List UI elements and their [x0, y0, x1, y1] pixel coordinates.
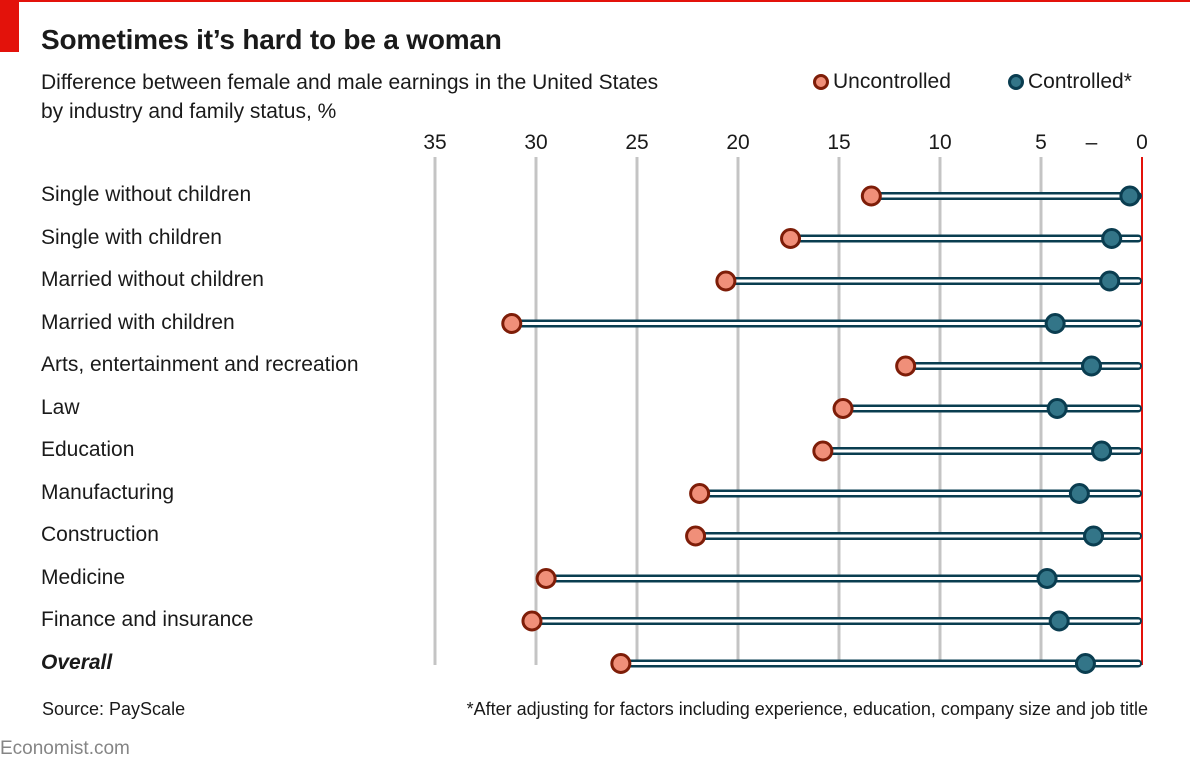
uncontrolled-point	[812, 440, 834, 462]
x-tick-label: 35	[423, 131, 446, 154]
legend-uncontrolled: Uncontrolled	[813, 68, 951, 96]
controlled-point	[1081, 355, 1102, 377]
x-tick-label: 25	[625, 131, 648, 154]
uncontrolled-point	[501, 313, 523, 334]
x-tick-label: 15	[827, 131, 850, 154]
brand-red-tab	[0, 0, 19, 52]
legend-uncontrolled-label: Uncontrolled	[833, 70, 951, 93]
controlled-point	[1083, 525, 1105, 547]
controlled-dot-icon	[1008, 74, 1024, 90]
range-bar-inner	[824, 449, 1140, 453]
x-tick-label: –	[1086, 131, 1098, 154]
range-bar-inner	[727, 279, 1140, 283]
controlled-point	[1068, 483, 1090, 504]
range-bar-inner	[845, 407, 1140, 410]
footnote: *After adjusting for factors including e…	[466, 699, 1148, 719]
x-tick-label: 5	[1035, 131, 1047, 154]
range-bar-inner	[792, 237, 1140, 240]
category-label: Single with children	[41, 225, 222, 249]
uncontrolled-point	[780, 228, 802, 249]
category-label: Married with children	[41, 310, 235, 334]
category-label: Single without children	[41, 183, 252, 206]
uncontrolled-point	[521, 610, 543, 632]
subtitle-line-1: Difference between female and male earni…	[41, 71, 659, 94]
legend-controlled: Controlled*	[1008, 68, 1132, 96]
range-bar-inner	[701, 492, 1140, 495]
uncontrolled-point	[860, 185, 882, 207]
controlled-point	[1101, 228, 1123, 249]
category-label: Overall	[41, 650, 113, 674]
x-tick-label: 10	[928, 131, 951, 154]
category-label: Finance and insurance	[41, 608, 254, 631]
range-bar-inner	[697, 534, 1140, 538]
category-label: Arts, entertainment and recreation	[41, 353, 359, 376]
uncontrolled-point	[689, 483, 711, 504]
legend-controlled-label: Controlled*	[1028, 70, 1132, 93]
range-bar-inner	[907, 364, 1140, 368]
uncontrolled-point	[535, 568, 557, 589]
controlled-point	[1048, 610, 1070, 632]
subtitle-line-2: by industry and family status, %	[41, 100, 337, 123]
category-label: Medicine	[41, 565, 126, 589]
category-label: Law	[41, 395, 80, 419]
uncontrolled-point	[685, 525, 707, 547]
x-tick-label: 30	[524, 131, 547, 154]
chart-title: Sometimes it’s hard to be a woman	[41, 24, 502, 55]
uncontrolled-point	[715, 270, 737, 292]
controlled-point	[1044, 313, 1066, 334]
category-label: Construction	[41, 523, 159, 546]
controlled-point	[1036, 568, 1058, 589]
uncontrolled-point	[610, 653, 632, 674]
controlled-point	[1091, 440, 1113, 462]
controlled-point	[1046, 398, 1068, 419]
category-label: Manufacturing	[41, 480, 175, 504]
chart-subtitle: Difference between female and male earni…	[41, 68, 658, 126]
uncontrolled-point	[832, 398, 854, 419]
uncontrolled-dot-icon	[813, 74, 829, 90]
controlled-point	[1074, 653, 1096, 674]
range-bar-inner	[548, 577, 1140, 580]
category-label: Education	[41, 438, 135, 461]
range-bar-inner	[513, 322, 1140, 325]
top-rule	[0, 0, 1190, 2]
controlled-point	[1119, 185, 1141, 207]
category-label: Married without children	[41, 268, 264, 291]
controlled-point	[1099, 270, 1121, 292]
uncontrolled-point	[895, 355, 917, 377]
x-tick-label: 0	[1136, 131, 1148, 154]
brand-wordmark: Economist.com	[0, 738, 130, 759]
range-bar-inner	[533, 619, 1140, 623]
range-bar-inner	[622, 662, 1140, 665]
x-tick-label: 20	[726, 131, 749, 154]
range-bar-inner	[873, 194, 1140, 198]
source-note: Source: PayScale	[42, 699, 186, 719]
